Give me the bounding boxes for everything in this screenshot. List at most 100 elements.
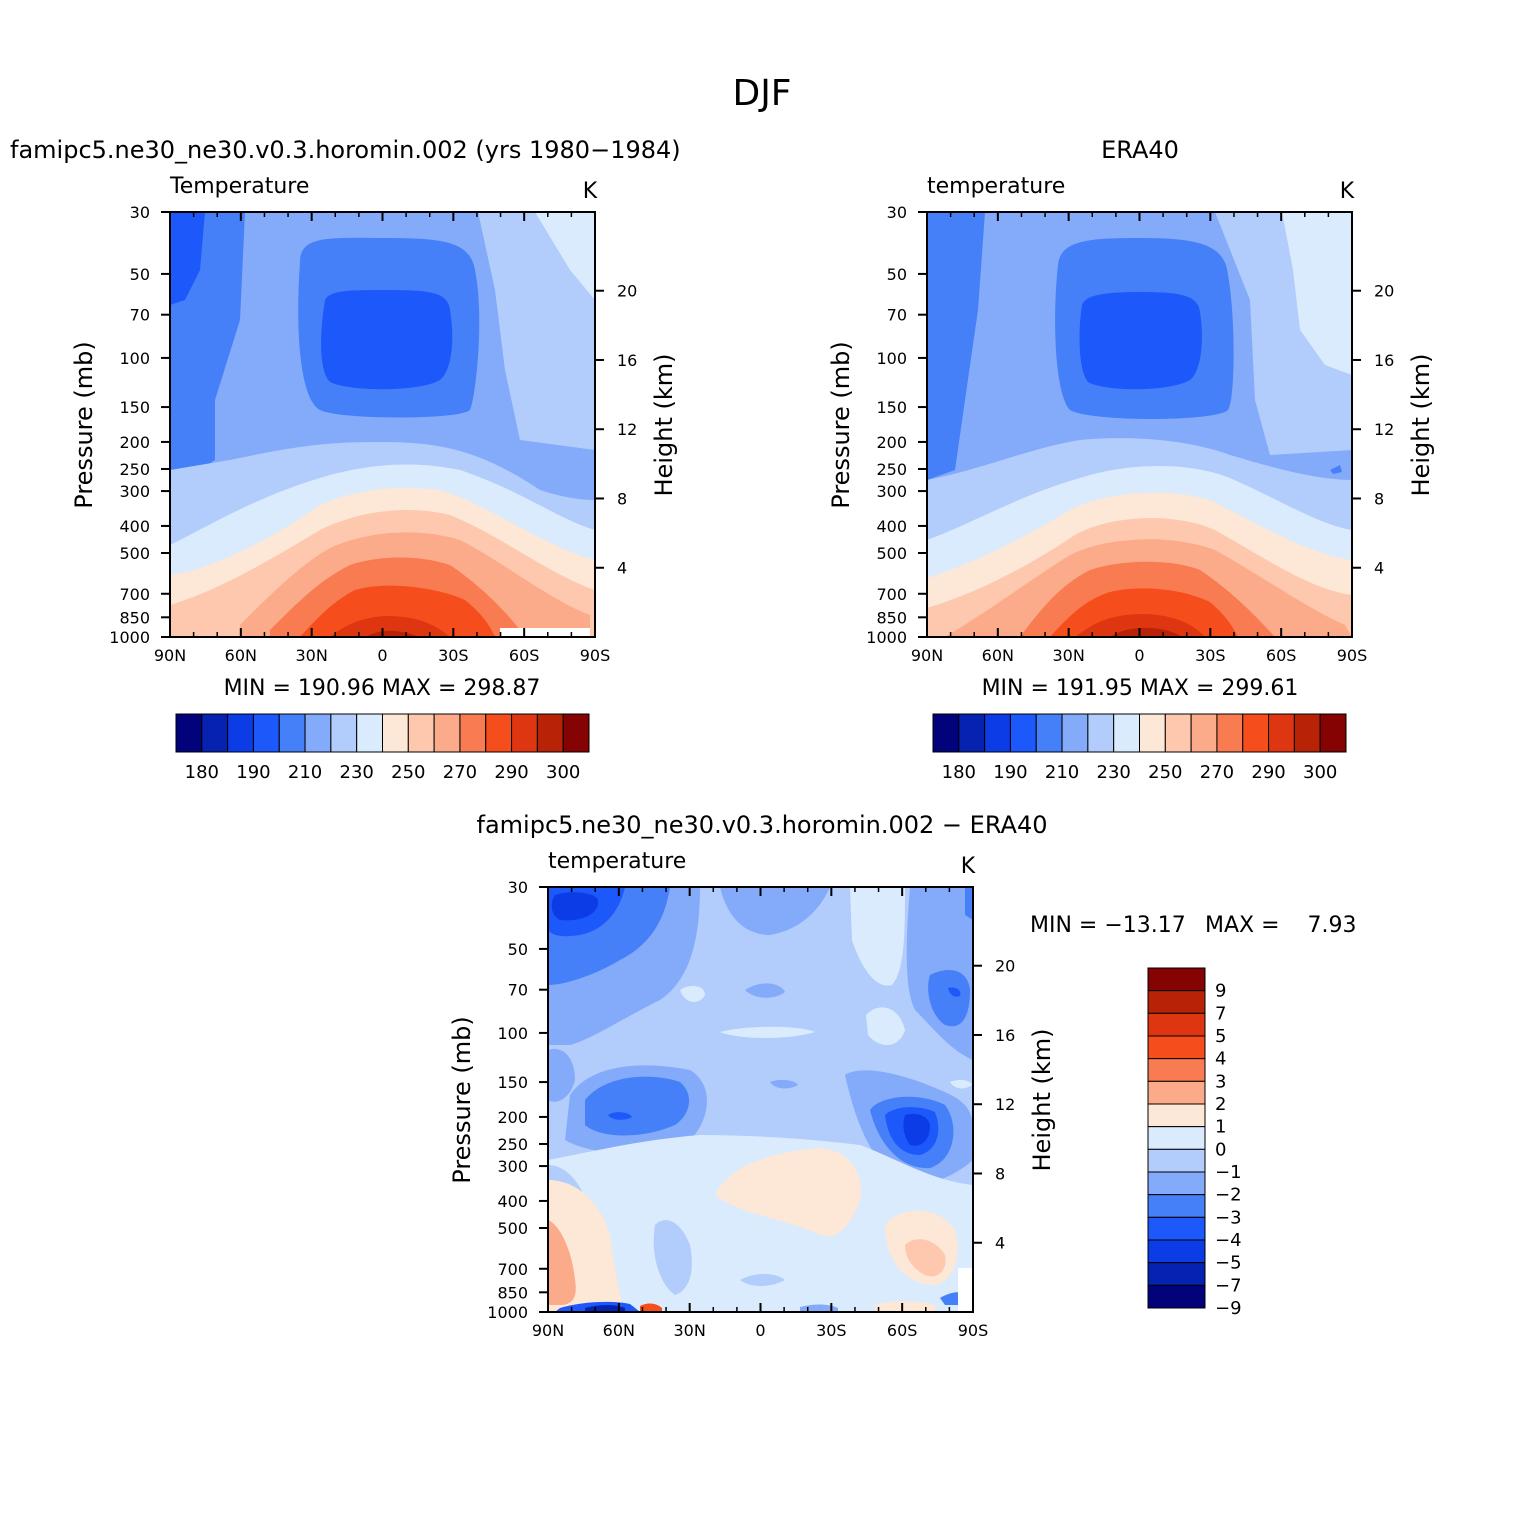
panel-model-ylabel: Pressure (mb) — [70, 341, 98, 508]
colorbar-label: 180 — [185, 762, 219, 783]
contour-band — [948, 987, 961, 997]
y-tick-label: 30 — [130, 203, 150, 222]
missing-data-region — [958, 1268, 973, 1312]
x-tick-label: 60S — [887, 1321, 918, 1340]
panel-diff: famipc5.ne30_ne30.v0.3.horomin.002 − ERA… — [448, 811, 1357, 1340]
colorbar-swatch — [1147, 1148, 1206, 1173]
contour-band — [770, 1079, 798, 1089]
colorbar-swatch — [536, 713, 564, 753]
colorbar-swatch — [407, 713, 435, 753]
x-tick-label: 0 — [1134, 646, 1144, 665]
contour-band — [965, 887, 973, 920]
colorbar-swatch — [1147, 1126, 1206, 1150]
contour-band — [720, 1026, 815, 1038]
colorbar-swatch — [485, 713, 513, 753]
contour-band — [321, 290, 453, 390]
y-tick-label: 700 — [497, 1260, 528, 1279]
y-tick-label: 1000 — [109, 628, 150, 647]
colorbar-swatch — [356, 713, 383, 753]
height-tick-label: 16 — [617, 351, 637, 370]
height-tick-label: 8 — [617, 489, 627, 508]
x-tick-label: 90N — [532, 1321, 564, 1340]
colorbar-label: 190 — [236, 762, 270, 783]
colorbar-swatch — [1113, 713, 1140, 753]
y-tick-label: 100 — [876, 349, 907, 368]
colorbar-swatch — [1035, 713, 1063, 753]
panel-obs-colorbar: 180 190 210 230 250 270 290 300 — [932, 713, 1347, 783]
colorbar-label: 250 — [1148, 762, 1182, 783]
y-tick-label: 150 — [119, 398, 150, 417]
colorbar-swatch — [1190, 713, 1218, 753]
height-tick-label: 12 — [617, 420, 637, 439]
x-tick-label: 30S — [438, 646, 469, 665]
y-tick-label: 300 — [119, 482, 150, 501]
contour-band — [903, 1113, 930, 1146]
x-tick-label: 30S — [1195, 646, 1226, 665]
x-tick-label: 30N — [674, 1321, 706, 1340]
y-tick-label: 150 — [876, 398, 907, 417]
y-tick-label: 200 — [497, 1108, 528, 1127]
colorbar-label: 4 — [1215, 1049, 1226, 1070]
colorbar-swatch — [1147, 1194, 1206, 1218]
y-tick-label: 70 — [508, 981, 528, 1000]
y-tick-label: 200 — [119, 433, 150, 452]
colorbar-swatch — [1147, 1080, 1206, 1105]
y-tick-label: 500 — [497, 1219, 528, 1238]
colorbar-label: −9 — [1215, 1298, 1242, 1319]
y-tick-label: 850 — [876, 608, 907, 627]
colorbar-swatch — [1147, 1284, 1206, 1309]
colorbar-label: 290 — [494, 762, 528, 783]
colorbar-swatch — [1147, 1035, 1206, 1060]
height-tick-label: 12 — [995, 1095, 1015, 1114]
x-tick-label: 60N — [982, 646, 1014, 665]
colorbar-swatch — [175, 713, 203, 753]
colorbar-label: 7 — [1215, 1003, 1226, 1024]
colorbar-swatch — [1147, 1058, 1206, 1082]
figure-title: DJF — [732, 73, 791, 114]
x-tick-label: 60N — [603, 1321, 635, 1340]
colorbar-label: 210 — [1045, 762, 1079, 783]
height-tick-label: 20 — [617, 282, 637, 301]
colorbar-swatch — [1164, 713, 1192, 753]
contour-band — [478, 212, 595, 450]
contour-band — [745, 983, 785, 998]
colorbar-label: 210 — [288, 762, 322, 783]
panel-diff-axes: 90N 60N 30N 0 30S 60S 90S 30 50 70 100 150 200 250 300… — [487, 878, 1015, 1340]
colorbar-swatch — [1216, 713, 1244, 753]
y-tick-label: 700 — [876, 585, 907, 604]
height-tick-label: 4 — [995, 1234, 1005, 1253]
colorbar-label: 180 — [942, 762, 976, 783]
panel-model-left-label: Temperature — [169, 174, 309, 199]
colorbar-swatch — [984, 713, 1011, 753]
colorbar-swatch — [1009, 713, 1037, 753]
y-tick-label: 150 — [497, 1073, 528, 1092]
height-tick-label: 8 — [995, 1164, 1005, 1183]
contour-band — [720, 887, 830, 935]
colorbar-label: 3 — [1215, 1071, 1226, 1092]
contour-band — [1282, 212, 1352, 375]
panel-obs: ERA40 temperature K 90N 60N 30N 0 30S 60S 90S 3… — [827, 136, 1435, 783]
colorbar-label: −3 — [1215, 1207, 1242, 1228]
colorbar-swatch — [1147, 990, 1206, 1014]
x-tick-label: 30N — [1053, 646, 1085, 665]
colorbar-label: 270 — [443, 762, 477, 783]
colorbar-label: 230 — [1097, 762, 1131, 783]
y-tick-label: 1000 — [866, 628, 907, 647]
x-tick-label: 30N — [296, 646, 328, 665]
panel-model: famipc5.ne30_ne30.v0.3.horomin.002 (yrs … — [10, 136, 681, 783]
panel-model-contour-field — [170, 212, 595, 637]
contour-band — [1075, 614, 1205, 637]
colorbar-label: 300 — [1303, 762, 1337, 783]
colorbar-swatch — [1147, 1012, 1206, 1037]
height-tick-label: 8 — [1374, 489, 1384, 508]
colorbar-swatch — [1087, 713, 1115, 753]
contour-band — [548, 1049, 575, 1102]
contour-band — [548, 1220, 576, 1305]
contour-band — [640, 1303, 662, 1312]
colorbar-label: 2 — [1215, 1094, 1226, 1115]
contour-band — [548, 1135, 973, 1312]
x-tick-label: 90N — [154, 646, 186, 665]
y-tick-label: 50 — [887, 265, 907, 284]
